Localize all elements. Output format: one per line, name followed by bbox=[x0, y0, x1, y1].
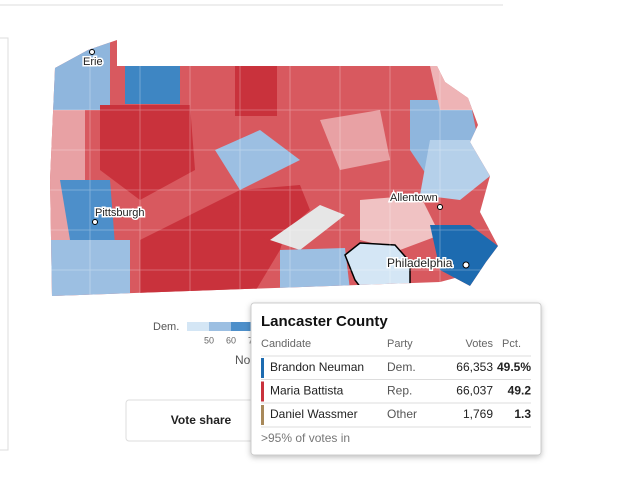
party-marker bbox=[261, 358, 264, 378]
legend-swatch bbox=[231, 322, 253, 331]
candidate-name: Daniel Wassmer bbox=[270, 407, 358, 421]
legend-label: No bbox=[235, 353, 251, 367]
party: Rep. bbox=[387, 384, 412, 398]
party: Dem. bbox=[387, 360, 416, 374]
tooltip-title: Lancaster County bbox=[261, 313, 388, 330]
party-marker bbox=[261, 381, 264, 402]
city-label: Erie bbox=[83, 56, 103, 68]
legend-label: Dem. bbox=[153, 321, 179, 333]
legend-swatch bbox=[187, 322, 209, 331]
column-header: Pct. bbox=[502, 338, 521, 350]
percent: 49.5% bbox=[497, 360, 531, 374]
column-header: Candidate bbox=[261, 338, 311, 350]
legend-swatch bbox=[209, 322, 231, 331]
legend-tick: 60 bbox=[226, 335, 236, 345]
percent: 49.2 bbox=[508, 384, 532, 398]
city-label: Philadelphia bbox=[387, 256, 453, 270]
candidate-name: Maria Battista bbox=[270, 384, 344, 398]
percent: 1.3 bbox=[514, 407, 531, 421]
votes: 66,353 bbox=[456, 360, 493, 374]
candidate-name: Brandon Neuman bbox=[270, 360, 364, 374]
button-label[interactable]: Vote share bbox=[171, 413, 232, 427]
column-header: Party bbox=[387, 338, 413, 350]
city-label: Allentown bbox=[390, 192, 438, 204]
map bbox=[50, 40, 498, 296]
tooltip: Lancaster County Candidate Party Votes P… bbox=[250, 302, 542, 456]
party: Other bbox=[387, 407, 417, 421]
votes: 66,037 bbox=[456, 384, 493, 398]
votes: 1,769 bbox=[463, 407, 493, 421]
party-marker bbox=[261, 405, 264, 425]
city-markers bbox=[89, 49, 470, 269]
tooltip-footer: >95% of votes in bbox=[261, 431, 350, 445]
legend-tick: 50 bbox=[204, 335, 214, 345]
side-panel bbox=[0, 37, 9, 451]
city-label: Pittsburgh bbox=[95, 207, 145, 219]
column-header: Votes bbox=[465, 338, 493, 350]
